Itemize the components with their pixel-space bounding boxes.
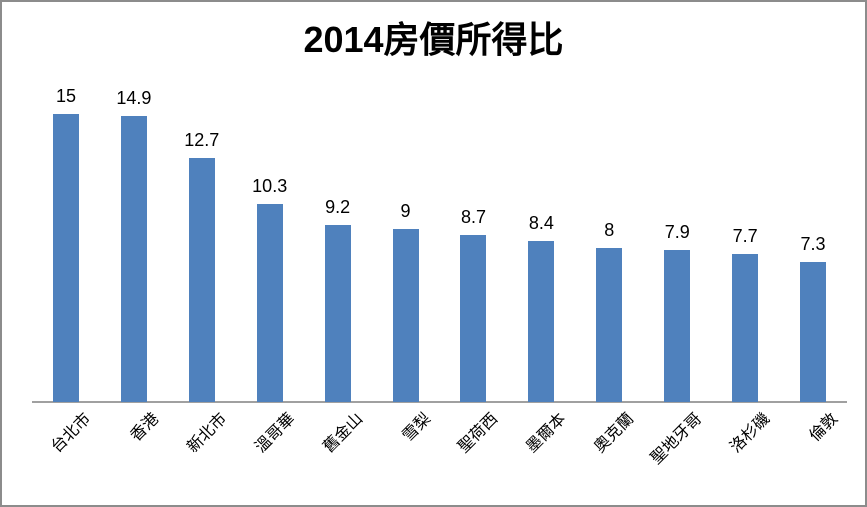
bar-value-label: 9.2 <box>325 197 351 217</box>
bar <box>324 225 351 402</box>
bar-value-label: 8.7 <box>460 207 486 227</box>
bar <box>52 114 79 402</box>
bar <box>188 158 215 402</box>
bar <box>800 262 827 402</box>
bar <box>460 235 487 402</box>
bar-value-label: 7.3 <box>800 234 826 254</box>
chart-title: 2014房價所得比 <box>303 19 564 60</box>
bar <box>256 204 283 402</box>
category-label-text: 新北市 <box>184 410 231 457</box>
bar-value-label: 7.7 <box>732 226 758 246</box>
category-label-text: 雪梨 <box>399 410 434 445</box>
bar <box>732 254 759 402</box>
bar <box>664 250 691 402</box>
bar <box>596 248 623 402</box>
category-label-text: 奧克蘭 <box>591 410 638 457</box>
bar-value-label: 10.3 <box>252 176 288 196</box>
bar-value-label: 8.4 <box>528 213 554 233</box>
category-label-text: 溫哥華 <box>251 410 298 457</box>
category-label-text: 聖地牙哥 <box>648 410 706 468</box>
category-label-text: 舊金山 <box>319 410 366 457</box>
x-axis-line <box>32 401 847 403</box>
bar-value-label: 7.9 <box>664 222 690 242</box>
category-label-text: 倫敦 <box>806 410 842 445</box>
bar <box>392 229 419 402</box>
bar-value-label: 14.9 <box>116 88 152 108</box>
bar-value-label: 15 <box>55 86 76 106</box>
bar-value-label: 9 <box>400 201 411 221</box>
bar-value-label: 8 <box>604 220 615 240</box>
category-label-text: 聖荷西 <box>455 410 502 457</box>
category-label-text: 洛杉磯 <box>727 410 774 457</box>
category-label-text: 香港 <box>127 410 163 445</box>
bar <box>120 116 147 402</box>
bar <box>528 241 555 402</box>
category-label-text: 墨爾本 <box>523 410 570 457</box>
bar-value-label: 12.7 <box>184 130 220 150</box>
category-label-text: 台北市 <box>48 410 95 457</box>
